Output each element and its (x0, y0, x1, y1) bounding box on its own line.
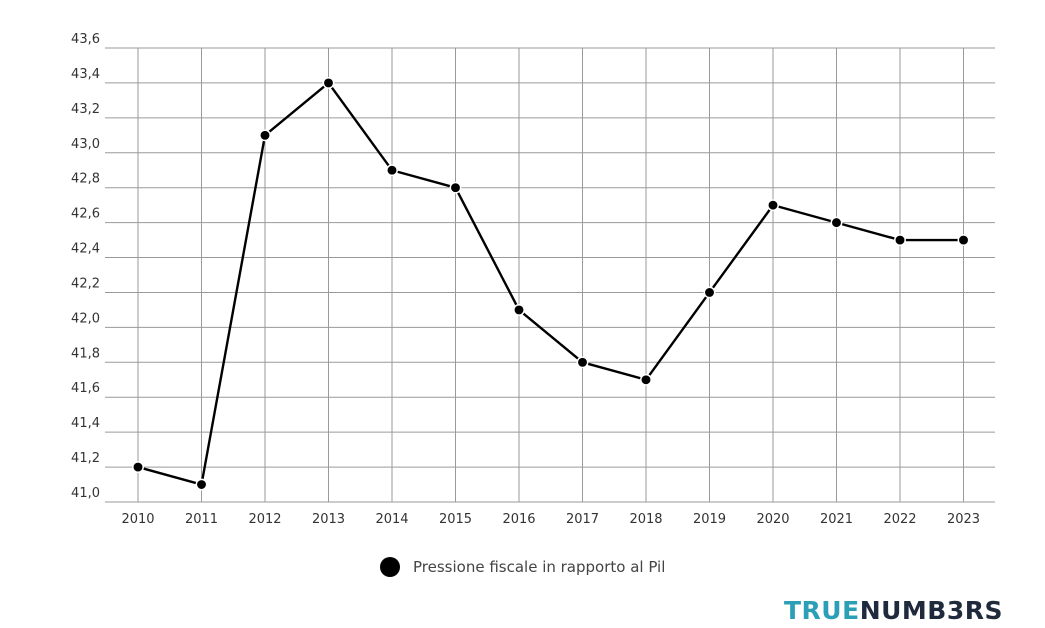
y-tick-label: 41,0 (71, 486, 100, 501)
data-point (830, 216, 843, 229)
y-tick-label: 41,2 (71, 451, 100, 466)
data-point (957, 234, 970, 247)
data-point (386, 164, 398, 177)
data-point (132, 461, 144, 474)
data-point (894, 234, 906, 247)
x-tick-label: 2011 (185, 512, 218, 527)
y-tick-label: 42,0 (71, 311, 100, 326)
data-point (513, 303, 525, 316)
x-tick-label: 2023 (947, 512, 980, 527)
y-tick-label: 41,4 (71, 416, 100, 431)
data-point (195, 478, 208, 491)
y-tick-label: 42,8 (71, 172, 100, 187)
x-tick-label: 2020 (756, 512, 789, 527)
x-tick-label: 2015 (439, 512, 472, 527)
y-tick-label: 42,4 (71, 242, 100, 257)
x-tick-label: 2019 (693, 512, 726, 527)
y-tick-label: 41,6 (71, 381, 100, 396)
x-tick-label: 2013 (312, 512, 345, 527)
x-tick-label: 2014 (375, 512, 408, 527)
x-tick-label: 2010 (121, 512, 154, 527)
data-point (703, 286, 716, 299)
y-tick-label: 41,8 (71, 346, 100, 361)
y-tick-label: 43,0 (71, 137, 100, 152)
x-tick-label: 2012 (248, 512, 281, 527)
data-point (640, 373, 652, 386)
y-tick-label: 43,6 (71, 32, 100, 47)
y-axis-tick-labels: 41,0 41,2 41,4 41,6 41,8 42,0 42,2 42,4 42,6 42,8… (71, 32, 100, 501)
y-tick-label: 42,2 (71, 276, 100, 291)
legend-label: Pressione fiscale in rapporto al Pil (413, 558, 666, 576)
series-line (137, 81, 964, 486)
x-tick-label: 2016 (502, 512, 535, 527)
data-point (576, 356, 589, 369)
data-point (322, 76, 335, 89)
grid (105, 47, 995, 503)
x-axis-tick-labels: 2010 2011 2012 2013 2014 2015 2016 2017 2018 2019… (121, 512, 980, 527)
x-tick-label: 2018 (629, 512, 662, 527)
series-pressione-fiscale (132, 76, 970, 491)
brand-logo-true: TRUE (784, 596, 860, 625)
brand-logo: TRUENUMB3RS (784, 596, 1003, 625)
x-tick-label: 2022 (883, 512, 916, 527)
legend: Pressione fiscale in rapporto al Pil (380, 557, 665, 577)
y-tick-label: 43,2 (71, 102, 100, 117)
data-point (259, 129, 271, 142)
data-point (767, 199, 779, 212)
y-tick-label: 43,4 (71, 67, 100, 82)
x-tick-label: 2021 (820, 512, 853, 527)
data-point (449, 181, 462, 194)
legend-marker-icon (380, 557, 400, 577)
brand-logo-numb3rs: NUMB3RS (859, 596, 1003, 625)
x-tick-label: 2017 (566, 512, 599, 527)
y-tick-label: 42,6 (71, 207, 100, 222)
